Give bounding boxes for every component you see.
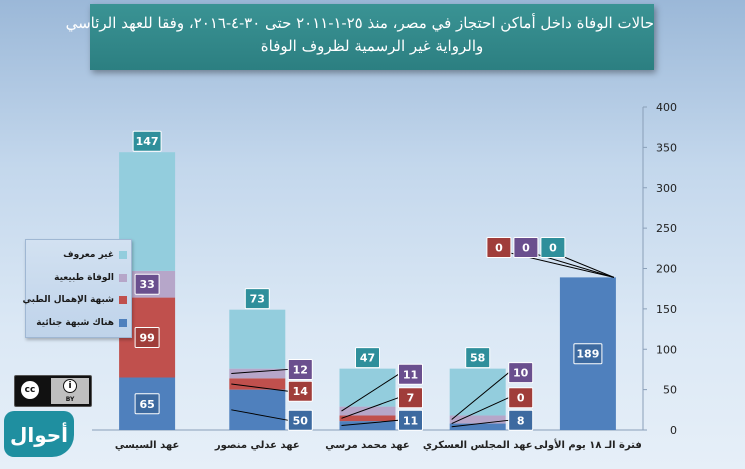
data-label-box-criminal [398, 409, 423, 431]
data-label-box-unknown [355, 347, 380, 369]
data-label-negligence: 99 [139, 332, 154, 345]
x-category-label: عهد عدلي منصور [214, 440, 300, 451]
bar-criminal [449, 423, 506, 430]
data-label-box-negligence [508, 387, 534, 409]
leader-line [451, 397, 509, 424]
legend-item-natural: الوفاة طبيعية [30, 267, 127, 290]
y-tick-label: 300 [656, 182, 677, 195]
data-label-box-unknown [540, 237, 566, 259]
creative-commons-by-badge: cc i BY [14, 375, 92, 407]
y-tick-label: 200 [656, 263, 677, 276]
legend-label-unknown: غير معروف [63, 250, 114, 261]
data-label-natural: 0 [522, 242, 530, 255]
data-label-box-natural [134, 273, 160, 295]
bar-negligence [229, 378, 286, 390]
data-label-criminal: 8 [517, 414, 525, 427]
y-tick-label: 0 [670, 424, 677, 437]
data-label-box-negligence [398, 387, 423, 409]
bar-natural [339, 406, 396, 416]
bar-natural [449, 415, 506, 424]
y-tick-label: 350 [656, 141, 677, 154]
y-tick-label: 250 [656, 222, 677, 235]
legend-swatch-unknown [119, 251, 127, 260]
data-label-box-negligence [134, 327, 160, 349]
data-label-negligence: 7 [407, 392, 415, 405]
leader-line [231, 409, 289, 421]
data-label-box-criminal [287, 409, 313, 431]
x-category-label: عهد السيسي [115, 440, 179, 451]
data-label-unknown: 58 [470, 352, 485, 365]
leader-line [341, 373, 399, 412]
person-icon: i [63, 379, 77, 393]
data-label-box-negligence [287, 380, 313, 402]
bar-criminal [339, 421, 396, 430]
data-label-unknown: 73 [250, 293, 265, 306]
legend-label-negligence: شبهة الإهمال الطبي [22, 295, 114, 306]
x-category-label: عهد المجلس العسكري [423, 440, 533, 451]
data-label-unknown: 0 [549, 242, 557, 255]
data-label-natural: 11 [403, 368, 418, 381]
legend-item-unknown: غير معروف [30, 244, 127, 267]
chart-title-box: حالات الوفاة داخل أماكن احتجاز في مصر، م… [65, 4, 654, 70]
legend-label-criminal: هناك شبهة جنائية [36, 317, 114, 328]
data-label-box-natural [398, 363, 423, 385]
leader-line [231, 368, 289, 374]
x-category-label: عهد محمد مرسي [325, 440, 409, 451]
data-label-natural: 10 [513, 367, 529, 380]
bar-negligence [339, 415, 396, 422]
chart-title-line-2: والرواية غير الرسمية لظروف الوفاة [260, 37, 484, 55]
leader-line [231, 383, 289, 392]
leader-line [451, 372, 510, 420]
legend-item-negligence: شبهة الإهمال الطبي [23, 289, 127, 312]
legend-item-criminal: هناك شبهة جنائية [30, 312, 127, 335]
data-label-unknown: 147 [136, 135, 159, 148]
legend-swatch-natural [119, 273, 127, 282]
bar-unknown [229, 309, 286, 369]
data-label-box-unknown [132, 130, 162, 152]
cc-icon: cc [19, 379, 41, 401]
data-label-box-unknown [244, 288, 270, 310]
x-category-label: فترة الـ ١٨ يوم الأولى [534, 438, 642, 451]
data-label-criminal: 65 [139, 398, 154, 411]
y-tick-label: 400 [656, 101, 677, 114]
bar-natural [229, 368, 286, 379]
brand-logo-text: أحوال [9, 423, 69, 447]
leader-line [451, 419, 509, 428]
chart-legend: غير معروف الوفاة طبيعية شبهة الإهمال الطبي… [23, 239, 132, 338]
data-label-negligence: 14 [293, 385, 309, 398]
leader-line [341, 419, 399, 427]
legend-swatch-criminal [119, 318, 127, 327]
data-label-box-criminal [134, 393, 160, 415]
data-label-negligence: 0 [517, 392, 525, 405]
data-label-negligence: 0 [495, 242, 503, 255]
bar-unknown [449, 368, 506, 416]
data-label-box-criminal [508, 409, 534, 431]
attribution-label: BY [65, 396, 75, 403]
data-label-criminal: 50 [293, 414, 309, 427]
bar-criminal [229, 389, 286, 430]
legend-swatch-negligence [119, 296, 127, 305]
data-label-unknown: 47 [360, 352, 375, 365]
y-tick-label: 150 [656, 303, 677, 316]
data-label-criminal: 11 [403, 414, 418, 427]
data-label-box-unknown [465, 347, 491, 369]
brand-logo: أحوال [4, 411, 74, 457]
data-label-box-negligence [486, 237, 512, 259]
y-tick-label: 100 [656, 343, 677, 356]
attribution-icon: i BY [51, 378, 89, 404]
data-label-criminal: 189 [576, 348, 599, 361]
chart-title-line-1: حالات الوفاة داخل أماكن احتجاز في مصر، م… [65, 14, 654, 32]
data-label-natural: 33 [139, 278, 154, 291]
data-label-natural: 12 [293, 363, 308, 376]
data-label-box-criminal [573, 343, 603, 365]
data-label-box-natural [508, 362, 534, 384]
leader-line [341, 397, 399, 419]
data-label-box-natural [513, 237, 539, 259]
y-tick-label: 50 [663, 384, 677, 397]
legend-label-natural: الوفاة طبيعية [54, 272, 114, 283]
data-label-box-natural [287, 358, 313, 380]
bar-unknown [339, 368, 396, 407]
